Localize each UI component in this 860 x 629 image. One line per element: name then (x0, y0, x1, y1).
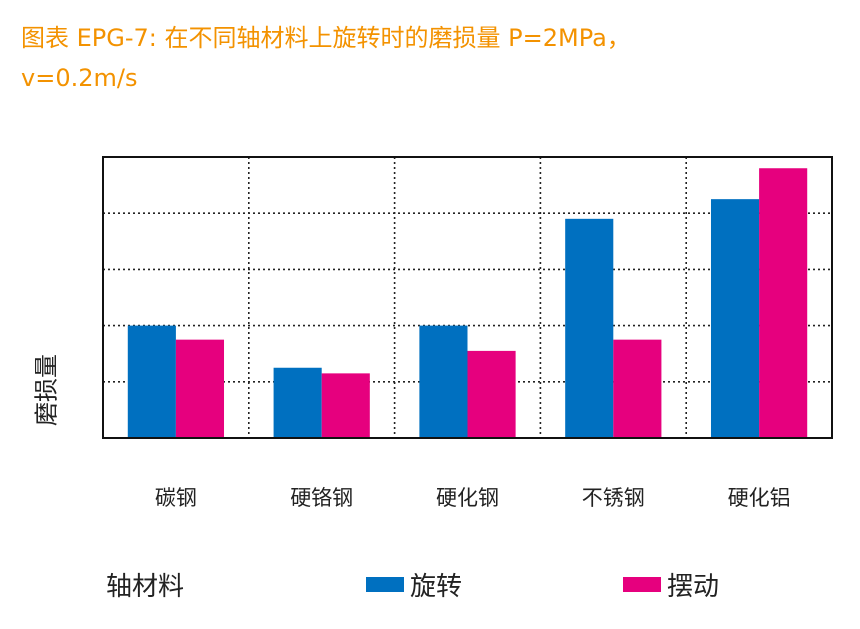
plot-frame (102, 156, 833, 439)
legend-item-swing: 摆动 (623, 566, 719, 603)
chart-title-line2: v=0.2m/s (21, 64, 138, 92)
bar-swing-1 (321, 373, 370, 438)
legend-swatch-rotation (366, 577, 404, 592)
chart-title: 图表 EPG-7: 在不同轴材料上旋转时的磨损量 P=2MPa， v=0.2m/… (21, 18, 841, 98)
legend-item-rotation: 旋转 (366, 566, 462, 603)
bar-rotation-2 (419, 325, 468, 438)
bar-swing-3 (613, 339, 662, 438)
x-tick-label: 碳钢 (155, 486, 197, 510)
legend-label-rotation: 旋转 (410, 572, 463, 602)
x-tick-label: 硬化铝 (728, 486, 791, 510)
bar-swing-4 (759, 168, 808, 439)
chart-title-line1: 图表 EPG-7: 在不同轴材料上旋转时的磨损量 P=2MPa， (21, 24, 631, 52)
x-axis-title: 轴材料 (106, 572, 185, 602)
bar-swing-2 (467, 350, 516, 438)
x-tick-label: 硬铬钢 (290, 486, 353, 510)
bar-rotation-1 (273, 367, 322, 438)
bar-swing-0 (175, 339, 225, 438)
bar-rotation-0 (127, 325, 176, 438)
x-tick-label: 不锈钢 (582, 486, 645, 510)
legend-label-swing: 摆动 (667, 572, 720, 602)
legend-swatch-swing (623, 577, 661, 592)
bar-rotation-4 (710, 199, 760, 438)
bar-rotation-3 (565, 218, 614, 438)
x-tick-label: 硬化钢 (436, 486, 499, 510)
